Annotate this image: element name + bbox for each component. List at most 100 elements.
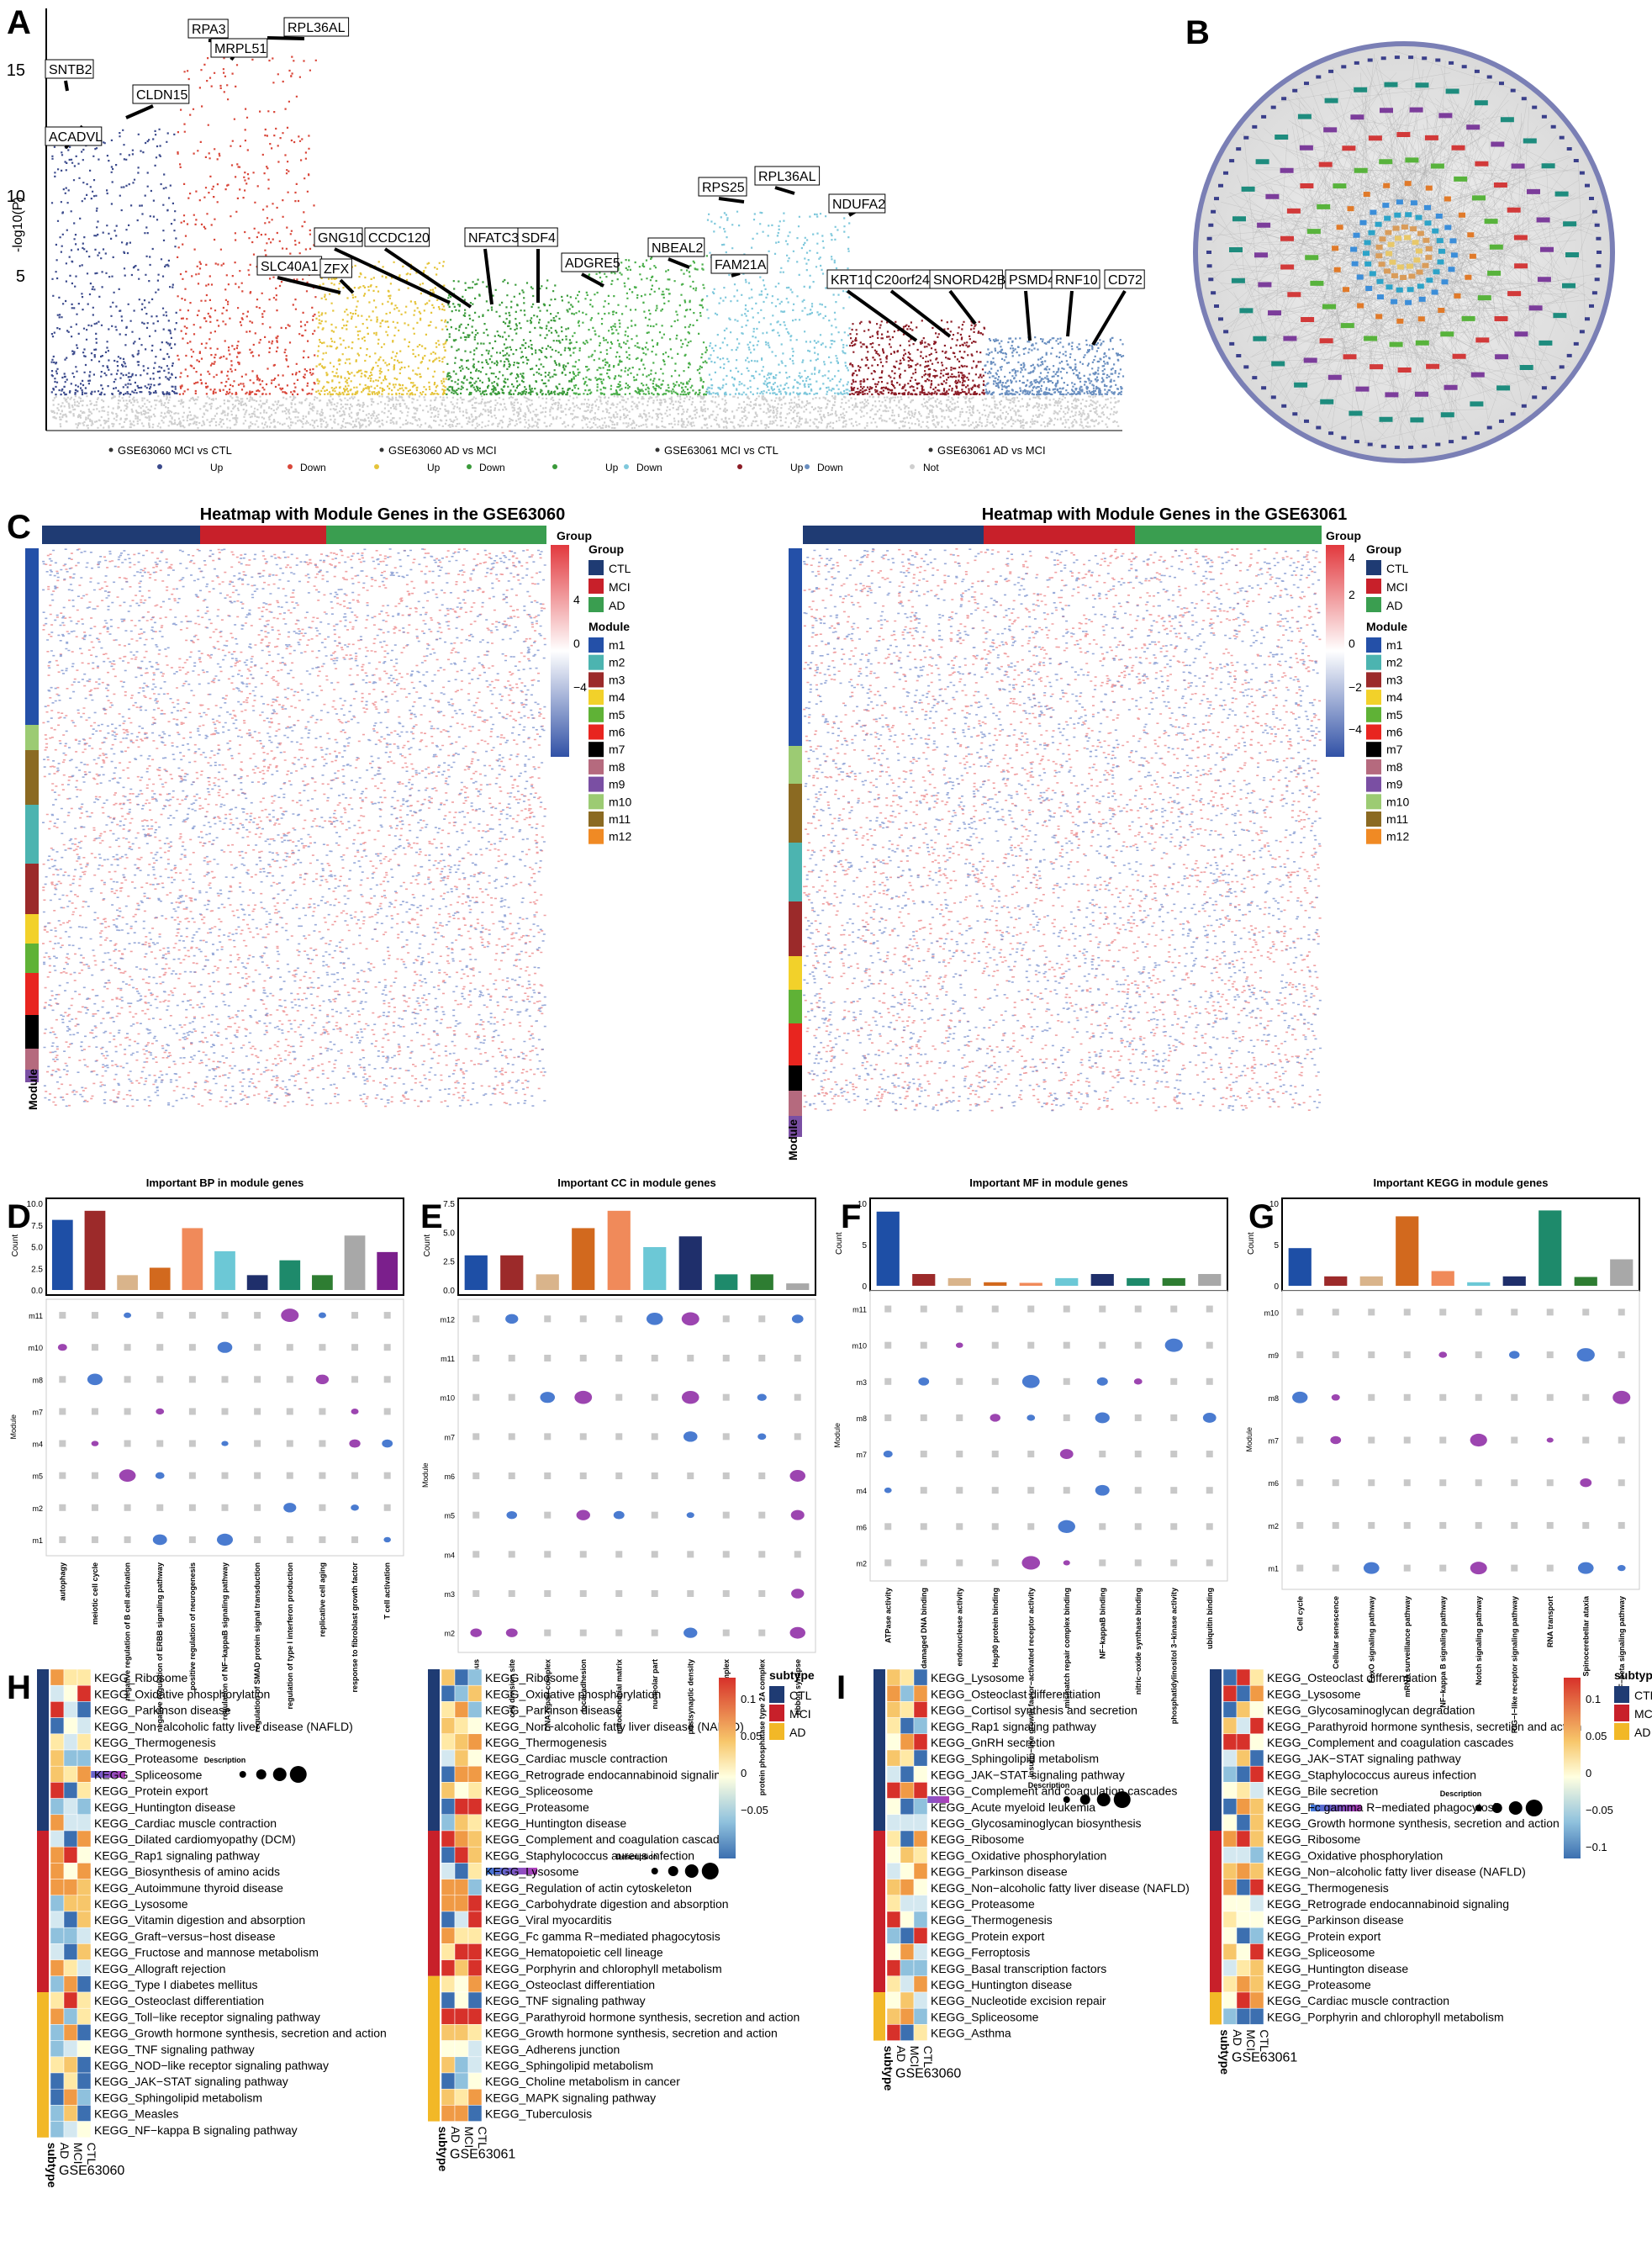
paneld-empty-cell	[188, 1344, 196, 1351]
panelf-empty-cell	[1170, 1377, 1178, 1385]
panelh-right-dataset: GSE63061	[450, 2148, 515, 2162]
panelg-legend-size-dot	[1475, 1805, 1482, 1811]
panelh-left-cell	[50, 2007, 65, 2025]
panelg-bar	[1431, 1271, 1454, 1286]
panelf-legend-size-dot	[1096, 1793, 1111, 1806]
paneli-left-cell	[886, 1701, 901, 1718]
paneli-legend-label: AD	[1634, 1726, 1650, 1739]
panelg-legend-size-dot	[1525, 1800, 1543, 1816]
panelg-empty-cell	[1582, 1521, 1590, 1529]
panelf-empty-cell	[1170, 1523, 1178, 1531]
panelg-empty-cell	[1332, 1564, 1339, 1572]
panelf-dot	[1133, 1378, 1143, 1385]
panelf-empty-cell	[1099, 1341, 1106, 1349]
gene-label-box	[283, 17, 350, 37]
paneld-term-label: meiotic cell cycle	[91, 1562, 99, 1625]
panelh-left-cell	[63, 1846, 78, 1864]
manhattan-series-6-points	[706, 210, 851, 396]
panelg-empty-cell	[1546, 1521, 1554, 1529]
panelh-right-cell	[441, 2088, 456, 2106]
paneli-left-term: KEGG_Oxidative phosphorylation	[931, 1848, 1106, 1862]
panelh-right-term: KEGG_Complement and coagulation cascades	[485, 1832, 731, 1846]
paneli-left-cell	[886, 1668, 901, 1686]
paneli-left-cell	[886, 1975, 901, 1993]
legend-module-label: m7	[609, 743, 625, 756]
panelh-right-cell	[467, 1879, 483, 1896]
panelf-dot	[1059, 1449, 1074, 1459]
panelh-right-cell	[467, 1959, 483, 1977]
panelh-left-cell	[77, 1991, 92, 2009]
panelh-right-term: KEGG_Staphylococcus aureus infection	[485, 1848, 694, 1862]
heatmap-right-bg	[803, 548, 1322, 1112]
paneli-right-term: KEGG_Porphyrin and chlorophyll metabolis…	[1267, 2010, 1504, 2023]
panelh-left-cell	[63, 1717, 78, 1735]
panelh-right-column-label: MCI	[462, 2127, 476, 2149]
gene-label: CLDN15	[136, 88, 187, 103]
legend-module-label: m11	[1386, 812, 1408, 826]
legend-down-marker	[288, 464, 293, 469]
paneld-empty-cell	[286, 1472, 293, 1479]
panele-bar	[464, 1255, 488, 1290]
paneli-right-subtype-bar	[1210, 1669, 1222, 1831]
paneli-left-term: KEGG_Non−alcoholic fatty liver disease (…	[931, 1881, 1190, 1895]
paneli-right-cell	[1249, 1814, 1264, 1832]
paneli-left-cell	[900, 2007, 915, 2025]
panelf-dot	[1021, 1375, 1040, 1388]
module-bar-left-3	[25, 750, 39, 805]
panele-empty-cell	[472, 1472, 480, 1479]
panele-module-tick: m7	[444, 1433, 455, 1441]
manhattan-series-2-points	[177, 50, 317, 396]
legend-up-label: Up	[427, 462, 441, 473]
panelh-right-subtype-bar	[428, 1831, 440, 1976]
panelg-bar	[1467, 1282, 1491, 1286]
paneld-empty-cell	[286, 1408, 293, 1415]
paneld-empty-cell	[286, 1344, 293, 1351]
panelh-right-cell	[441, 1798, 456, 1816]
paneli-right-term: KEGG_Ribosome	[1267, 1832, 1360, 1846]
panele-dot	[540, 1392, 556, 1404]
panelg-dot	[1546, 1437, 1554, 1443]
legend-up-label: Up	[790, 462, 804, 473]
panelh-right-cell	[441, 1895, 456, 1912]
paneld-dot	[155, 1472, 165, 1479]
legend-module-label: m6	[1386, 726, 1403, 739]
gene-label-box	[1104, 269, 1145, 289]
paneli-legend-swatch	[1614, 1705, 1629, 1721]
panelh-right-cell	[441, 1879, 456, 1896]
legend-module-label: m5	[1386, 708, 1403, 722]
paneli-left-cell	[886, 1863, 901, 1879]
legend-module-label: m2	[1386, 656, 1403, 669]
panelg-dot	[1576, 1348, 1595, 1362]
paneli-right-cell	[1249, 1943, 1264, 1960]
panelh-right-cell	[454, 1717, 469, 1735]
panelh-right-cell	[454, 1814, 469, 1832]
panelg-module-label: Module	[1245, 1427, 1254, 1452]
paneli-left-cell	[900, 1879, 915, 1896]
panelh-left-cell	[77, 1733, 92, 1751]
panelg-empty-cell	[1332, 1351, 1339, 1359]
panele-empty-cell	[544, 1590, 552, 1597]
paneli-scale-tick: −0.1	[1586, 1841, 1607, 1853]
panelg-empty-cell	[1403, 1308, 1411, 1316]
panele-empty-cell	[687, 1472, 694, 1479]
panelh-left-cell	[77, 1701, 92, 1718]
panelh-left-cell	[50, 1701, 65, 1718]
panelh-left-cell	[50, 1975, 65, 1993]
paneli-left-cell	[900, 1717, 915, 1735]
manhattan-nonsig-points	[50, 395, 1120, 430]
paneld-dot	[152, 1534, 167, 1546]
module-bar-left-2	[25, 725, 39, 750]
panelh-legend-title: subtype	[769, 1668, 815, 1682]
legend-module-swatch	[588, 742, 604, 758]
panelg-empty-cell	[1332, 1479, 1339, 1487]
panelh-right-cell	[467, 1895, 483, 1912]
panelh-right-cell	[454, 2056, 469, 2074]
panelf-bar	[1090, 1274, 1114, 1286]
panele-empty-cell	[615, 1590, 623, 1597]
panelf-module-tick: m2	[856, 1559, 867, 1568]
panele-legend-gradient	[487, 1868, 537, 1874]
panele-term-label: focal adhesion	[579, 1659, 588, 1712]
gene-pointer	[125, 104, 154, 119]
module-bar-left-8	[25, 973, 39, 1015]
panelh-left-term: KEGG_Graft−versus−host disease	[94, 1929, 276, 1943]
